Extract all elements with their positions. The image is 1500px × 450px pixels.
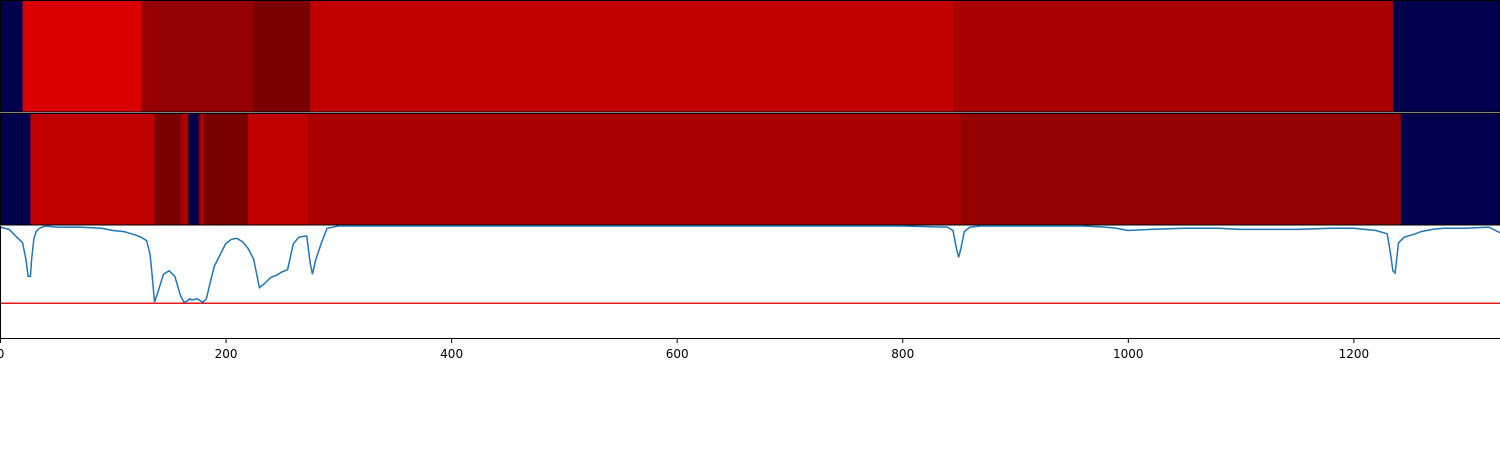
heatmap-cell-row1-4 [253,0,311,112]
heatmap-cell-row2-1 [0,113,31,225]
x-tick-label: 400 [440,347,463,361]
x-axis-ticks: 0 200 400 600 800 1000 1200 [0,338,1369,361]
heatmap-cell-row1-2 [22,0,142,112]
heatmap-cell-row2-7 [200,113,204,225]
x-tick-label: 200 [215,347,238,361]
heatmap-cell-row2-5 [188,113,199,225]
heatmap-cell-row2-4 [180,113,189,225]
x-tick-label: 800 [891,347,914,361]
heatmap-cell-row2-6 [198,113,202,225]
heatmap-row-1 [0,0,1500,112]
heatmap-cell-row2-12 [1400,113,1500,225]
heatmap-cell-row2-9 [248,113,309,225]
heatmap-cell-row2-3 [154,113,181,225]
x-tick-label: 600 [666,347,689,361]
heatmap-row-2 [0,113,1500,225]
heatmap-cell-row1-6 [953,0,1394,112]
heatmap-cell-row1-7 [1392,0,1500,112]
heatmap-cell-row1-5 [310,0,954,112]
heatmap-cell-row1-1 [0,0,23,112]
heatmap-cell-row2-11 [960,113,1402,225]
x-tick-label: 0 [0,347,4,361]
heatmap-cell-row2-10 [307,113,962,225]
x-tick-label: 1000 [1113,347,1144,361]
series-line [0,225,1500,304]
line-panel [0,225,1500,339]
x-tick-label: 1200 [1339,347,1370,361]
heatmap-cell-row2-2 [30,113,155,225]
heatmap-cell-row2-8 [203,113,249,225]
heatmap-cell-row1-3 [140,0,255,112]
